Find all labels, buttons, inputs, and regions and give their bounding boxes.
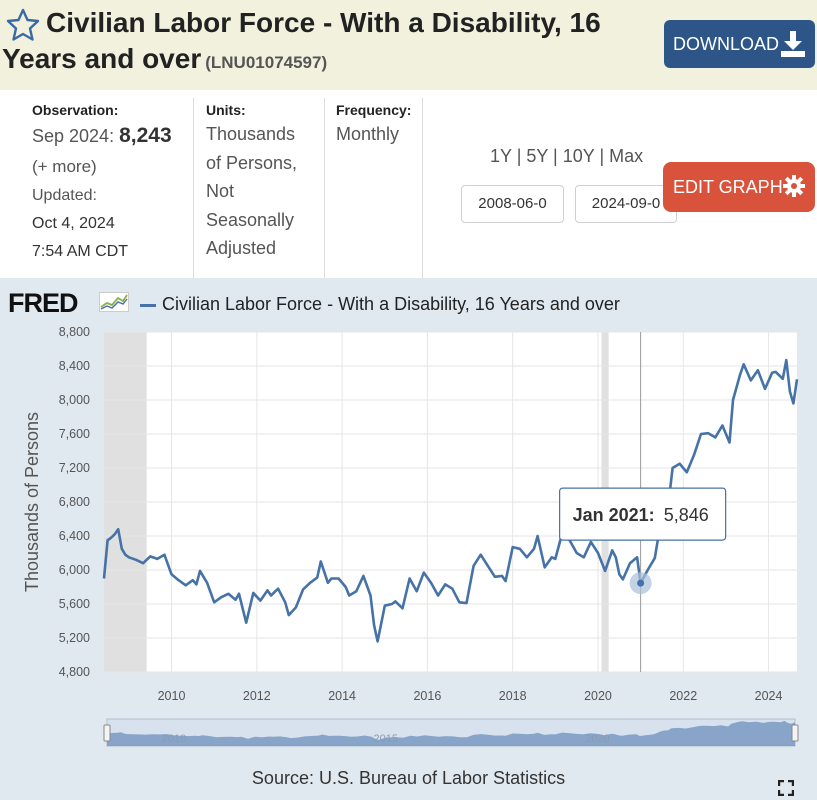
updated-label: Updated: bbox=[32, 187, 97, 204]
chart-svg[interactable]: 4,800 5,200 5,600 6,000 6,400 6,800 7,200 7,600… bbox=[0, 278, 817, 778]
units-line3: Not bbox=[206, 181, 235, 201]
navigator-series bbox=[107, 720, 795, 746]
observation-label: Observation: bbox=[32, 102, 119, 118]
divider bbox=[422, 98, 423, 278]
y-axis-ticks: 4,800 5,200 5,600 6,000 6,400 6,800 7,200 7,600… bbox=[59, 325, 90, 679]
chart-source: Source: U.S. Bureau of Labor Statistics bbox=[251, 768, 566, 788]
legend-swatch bbox=[140, 304, 156, 307]
series-line[interactable] bbox=[102, 358, 799, 643]
y-tick-label: 8,800 bbox=[59, 325, 90, 339]
navigator-label: 2010 bbox=[162, 733, 186, 745]
tooltip-box bbox=[559, 487, 727, 541]
end-date-input[interactable]: 2024-09-0 bbox=[575, 185, 677, 223]
x-axis-ticks: 2010 2012 2014 2016 2018 2020 2022 2024 bbox=[158, 689, 783, 703]
x-tick-label: 2012 bbox=[243, 689, 271, 703]
fred-logo: FRED bbox=[8, 288, 78, 318]
series-title: Civilian Labor Force - With a Disability… bbox=[2, 4, 646, 74]
frequency-label: Frequency: bbox=[336, 102, 412, 118]
star-icon[interactable] bbox=[6, 8, 40, 42]
x-tick-label: 2016 bbox=[413, 689, 441, 703]
y-tick-label: 4,800 bbox=[59, 665, 90, 679]
observation-line: Sep 2024: 8,243 bbox=[32, 122, 172, 151]
updated-time: 7:54 AM CDT bbox=[32, 243, 129, 260]
x-tick-label: 2010 bbox=[158, 689, 186, 703]
edit-graph-label: EDIT GRAPH bbox=[673, 177, 783, 197]
tooltip-text: Jan 2021: 5,846 bbox=[573, 505, 709, 525]
tooltip-value: 5,846 bbox=[664, 505, 709, 525]
start-date-input[interactable]: 2008-06-0 bbox=[461, 185, 564, 223]
divider bbox=[193, 98, 194, 278]
units-line4: Seasonally bbox=[206, 209, 295, 230]
download-icon bbox=[781, 31, 805, 57]
navigator-label: 2015 bbox=[373, 733, 397, 745]
observation-date: Sep 2024: bbox=[32, 126, 115, 146]
more-link[interactable]: (+ more) bbox=[32, 157, 97, 176]
x-tick-label: 2020 bbox=[584, 689, 612, 703]
y-tick-label: 6,800 bbox=[59, 495, 90, 509]
tooltip-date: Jan 2021: bbox=[573, 505, 655, 525]
y-tick-label: 8,400 bbox=[59, 359, 90, 373]
download-label: DOWNLOAD bbox=[673, 34, 780, 54]
updated-date: Oct 4, 2024 bbox=[32, 215, 115, 232]
x-tick-label: 2014 bbox=[328, 689, 356, 703]
navigator-labels: 2010 2015 2020 bbox=[162, 733, 610, 745]
chart-panel: FRED Civilian Labor Force - With a Disab… bbox=[0, 278, 817, 800]
x-tick-label: 2018 bbox=[499, 689, 527, 703]
edit-graph-button[interactable]: EDIT GRAPH bbox=[663, 162, 815, 212]
page-header: Civilian Labor Force - With a Disability… bbox=[0, 0, 817, 90]
tooltip: Jan 2021: 5,846 bbox=[559, 487, 727, 541]
series-title-line2: Years and over bbox=[2, 43, 202, 74]
range-links[interactable]: 1Y | 5Y | 10Y | Max bbox=[490, 146, 644, 166]
navigator-handle-left[interactable] bbox=[103, 724, 111, 742]
y-tick-label: 7,600 bbox=[59, 427, 90, 441]
x-tick-label: 2024 bbox=[755, 689, 783, 703]
x-tick-label: 2022 bbox=[669, 689, 697, 703]
y-axis-label: Thousands of Persons bbox=[22, 412, 42, 592]
y-tick-label: 8,000 bbox=[59, 393, 90, 407]
units-line1: Thousands bbox=[206, 124, 296, 144]
chart-title: Civilian Labor Force - With a Disability… bbox=[162, 294, 620, 314]
highlight-point[interactable] bbox=[637, 579, 645, 587]
y-tick-label: 5,200 bbox=[59, 631, 90, 645]
divider bbox=[324, 98, 325, 278]
series-id: (LNU01074597) bbox=[205, 53, 328, 72]
series-title-line1: Civilian Labor Force - With a Disability… bbox=[46, 7, 601, 38]
y-tick-label: 5,600 bbox=[59, 597, 90, 611]
download-button[interactable]: DOWNLOAD bbox=[664, 20, 815, 68]
y-tick-label: 6,000 bbox=[59, 563, 90, 577]
y-tick-label: 6,400 bbox=[59, 529, 90, 543]
fullscreen-icon[interactable] bbox=[778, 780, 794, 796]
navigator-label: 2020 bbox=[585, 733, 609, 745]
grid-lines bbox=[104, 331, 797, 673]
fred-graph-icon bbox=[99, 292, 129, 312]
units-line2: of Persons, bbox=[206, 152, 298, 173]
frequency-value: Monthly bbox=[336, 124, 400, 144]
navigator-handle-right[interactable] bbox=[791, 724, 799, 742]
observation-value: 8,243 bbox=[119, 124, 172, 147]
units-label: Units: bbox=[206, 102, 246, 118]
y-tick-label: 7,200 bbox=[59, 461, 90, 475]
series-meta: Observation: Sep 2024: 8,243 (+ more) Up… bbox=[0, 90, 817, 278]
units-line5: Adjusted bbox=[206, 238, 277, 258]
gear-icon bbox=[783, 175, 805, 197]
